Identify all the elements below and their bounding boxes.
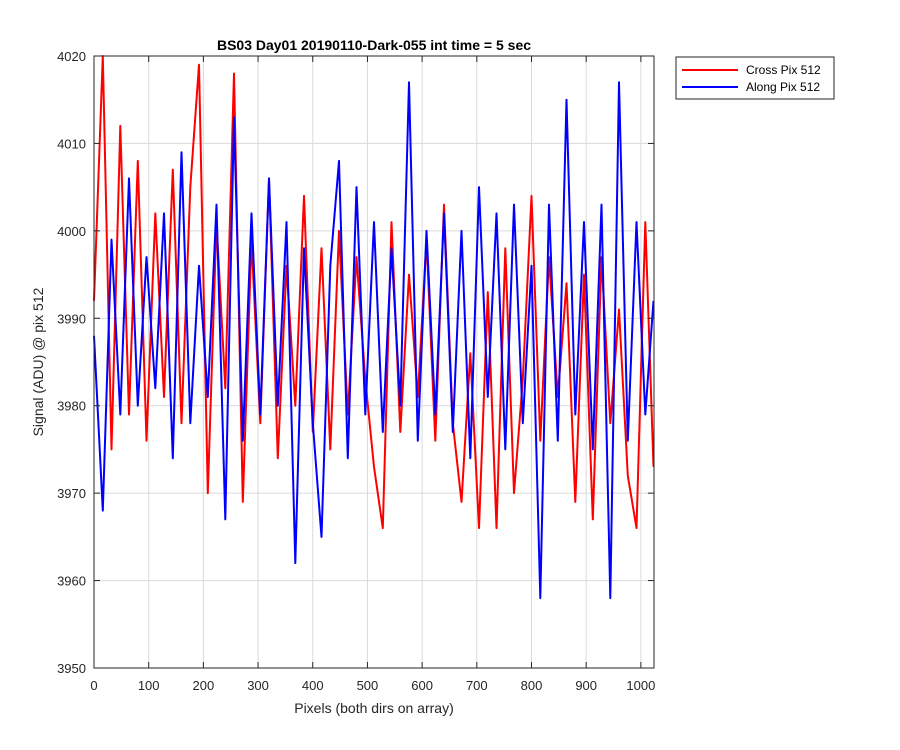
legend-label-cross-pix: Cross Pix 512 xyxy=(746,63,821,77)
legend-box xyxy=(675,56,835,100)
x-tick-label: 500 xyxy=(357,678,379,693)
legend-label-along-pix: Along Pix 512 xyxy=(746,80,820,94)
x-axis-label: Pixels (both dirs on array) xyxy=(294,700,454,716)
y-tick-label: 3950 xyxy=(57,661,86,676)
x-tick-label: 700 xyxy=(466,678,488,693)
y-tick-label: 3960 xyxy=(57,574,86,589)
x-tick-label: 100 xyxy=(138,678,160,693)
x-tick-label: 300 xyxy=(247,678,269,693)
y-tick-label: 4000 xyxy=(57,224,86,239)
y-tick-label: 4010 xyxy=(57,136,86,151)
x-tick-label: 900 xyxy=(575,678,597,693)
legend: Cross Pix 512 Along Pix 512 xyxy=(675,56,835,100)
y-tick-label: 3990 xyxy=(57,311,86,326)
axis-ticks: 0 100 200 300 400 500 600 700 800 900 1000 3950 3960… xyxy=(57,49,655,693)
plot-frame xyxy=(93,55,655,669)
series-lines xyxy=(93,55,655,600)
series-line-along-pix-512 xyxy=(93,81,655,600)
y-axis-label: Signal (ADU) @ pix 512 xyxy=(30,287,46,436)
x-tick-label: 600 xyxy=(411,678,433,693)
y-tick-label: 3980 xyxy=(57,399,86,414)
y-tick-label: 3970 xyxy=(57,486,86,501)
x-tick-label: 200 xyxy=(193,678,215,693)
chart-title: BS03 Day01 20190110-Dark-055 int time = … xyxy=(217,37,531,53)
x-tick-label: 800 xyxy=(521,678,543,693)
y-tick-label: 4020 xyxy=(57,49,86,64)
x-tick-label: 0 xyxy=(90,678,97,693)
x-tick-label: 400 xyxy=(302,678,324,693)
x-tick-label: 1000 xyxy=(626,678,655,693)
